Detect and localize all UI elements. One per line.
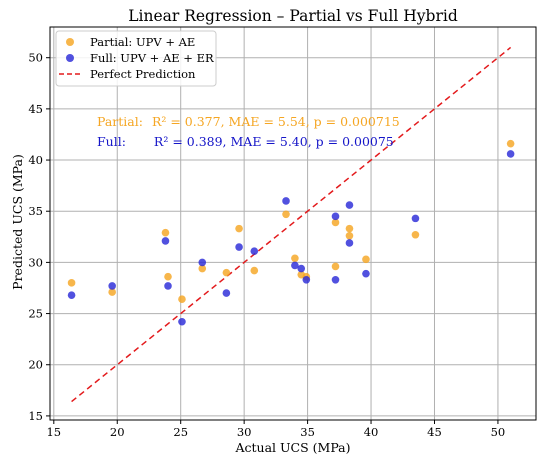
y-tick-label: 40 bbox=[28, 153, 43, 167]
grid-lines bbox=[50, 27, 536, 420]
full-data-point bbox=[331, 275, 340, 284]
y-tick-label: 25 bbox=[28, 307, 43, 321]
partial-data-point bbox=[250, 266, 259, 275]
full-metrics-annotation: Full: R² = 0.389, MAE = 5.40, p = 0.0007… bbox=[97, 134, 394, 149]
partial-metrics-label: Partial: bbox=[97, 114, 143, 129]
partial-data-point bbox=[282, 210, 290, 219]
x-tick-label: 20 bbox=[110, 425, 125, 439]
full-data-point bbox=[411, 214, 420, 223]
y-axis-label: Predicted UCS (MPa) bbox=[10, 154, 25, 290]
x-tick-label: 45 bbox=[427, 425, 442, 439]
partial-data-point bbox=[235, 224, 243, 233]
x-tick-label: 40 bbox=[364, 425, 379, 439]
x-tick-label: 30 bbox=[237, 425, 252, 439]
full-metrics-text: R² = 0.389, MAE = 5.40, p = 0.00075 bbox=[154, 134, 394, 149]
partial-data-point bbox=[331, 218, 340, 227]
metrics-annotations: Partial: R² = 0.377, MAE = 5.54, p = 0.0… bbox=[97, 114, 400, 149]
partial-data-point bbox=[222, 268, 231, 277]
legend: Partial: UPV + AE Full: UPV + AE + ER Pe… bbox=[55, 30, 217, 87]
legend-label-full: Full: UPV + AE + ER bbox=[90, 51, 214, 65]
full-data-point bbox=[345, 201, 354, 209]
partial-data-point bbox=[291, 254, 299, 263]
partial-data-point bbox=[506, 139, 515, 148]
axis-ticks: 15 20 25 30 35 40 45 50 15 20 25 30 35 40 45 50 bbox=[28, 51, 505, 439]
full-data-point bbox=[302, 275, 311, 284]
partial-data-point bbox=[331, 262, 340, 271]
full-data-point bbox=[178, 317, 186, 326]
partial-data-point bbox=[362, 255, 370, 264]
full-data-point bbox=[291, 261, 299, 270]
data-points bbox=[67, 139, 515, 326]
partial-data-point bbox=[161, 228, 170, 237]
full-data-point bbox=[164, 282, 172, 290]
reference-line-layer bbox=[71, 46, 512, 403]
full-data-point bbox=[362, 269, 370, 278]
full-data-point bbox=[108, 282, 116, 290]
partial-data-point bbox=[178, 295, 186, 304]
full-data-point bbox=[250, 247, 259, 255]
y-tick-label: 35 bbox=[28, 204, 43, 218]
y-tick-label: 20 bbox=[28, 358, 43, 372]
full-data-point bbox=[506, 150, 515, 158]
full-data-point bbox=[282, 197, 290, 205]
x-tick-label: 50 bbox=[491, 425, 506, 439]
plot-frame bbox=[49, 26, 537, 421]
partial-metrics-text: R² = 0.377, MAE = 5.54, p = 0.000715 bbox=[152, 114, 400, 129]
legend-box bbox=[55, 30, 217, 87]
full-data-point bbox=[235, 243, 243, 251]
partial-data-point bbox=[108, 288, 116, 296]
full-data-point bbox=[222, 289, 231, 297]
full-data-point bbox=[161, 237, 170, 245]
full-metrics-label: Full: bbox=[97, 134, 126, 149]
partial-data-point bbox=[345, 231, 354, 240]
legend-label-perfect-prediction: Perfect Prediction bbox=[90, 67, 196, 81]
y-tick-label: 30 bbox=[28, 255, 43, 269]
partial-data-point bbox=[198, 264, 207, 273]
partial-metrics-annotation: Partial: R² = 0.377, MAE = 5.54, p = 0.0… bbox=[97, 114, 400, 129]
legend-label-partial: Partial: UPV + AE bbox=[90, 35, 195, 49]
full-data-point bbox=[297, 264, 306, 273]
y-tick-label: 50 bbox=[28, 51, 43, 65]
y-tick-label: 15 bbox=[28, 409, 43, 423]
full-data-point bbox=[198, 258, 207, 267]
legend-marker-full bbox=[66, 54, 74, 62]
chart-title: Linear Regression – Partial vs Full Hybr… bbox=[128, 7, 458, 25]
x-tick-label: 35 bbox=[300, 425, 315, 439]
full-data-point bbox=[345, 239, 354, 247]
perfect-prediction-line bbox=[71, 46, 512, 403]
legend-marker-partial bbox=[66, 38, 74, 46]
full-data-point bbox=[67, 291, 76, 299]
partial-data-point bbox=[411, 230, 420, 239]
x-axis-label: Actual UCS (MPa) bbox=[234, 440, 350, 455]
partial-data-point bbox=[164, 272, 172, 281]
y-tick-label: 45 bbox=[28, 102, 43, 116]
x-tick-label: 25 bbox=[173, 425, 188, 439]
x-tick-label: 15 bbox=[46, 425, 61, 439]
partial-data-point bbox=[345, 224, 354, 233]
full-data-point bbox=[331, 212, 340, 221]
partial-data-point bbox=[67, 279, 76, 287]
